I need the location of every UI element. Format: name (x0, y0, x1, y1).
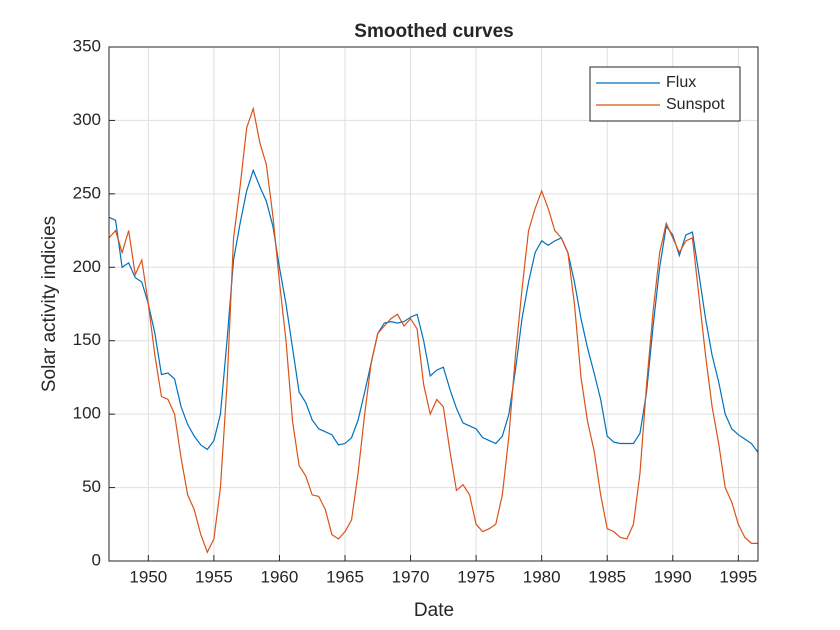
legend-label: Flux (666, 74, 696, 91)
y-tick-label: 150 (73, 330, 101, 349)
x-tick-label: 1985 (588, 567, 626, 586)
y-tick-label: 0 (92, 550, 101, 569)
plot-border (108, 46, 759, 562)
legend: Flux Sunspot (589, 66, 741, 122)
y-tick-label: 350 (73, 36, 101, 55)
legend-box (589, 66, 741, 122)
x-tick-label: 1990 (654, 567, 692, 586)
x-tick-label: 1995 (719, 567, 757, 586)
legend-label: Sunspot (666, 96, 725, 113)
x-tick-label: 1970 (392, 567, 430, 586)
x-axis-label: Date (414, 600, 454, 621)
y-tick-label: 250 (73, 183, 101, 202)
x-tick-label: 1960 (261, 567, 299, 586)
chart-title: Smoothed curves (354, 21, 513, 42)
y-tick-label: 200 (73, 257, 101, 276)
line (108, 168, 759, 453)
x-tick-label: 1980 (523, 567, 561, 586)
line (108, 106, 758, 554)
x-tick-label: 1975 (457, 567, 495, 586)
x-tick-label: 1950 (129, 567, 167, 586)
plot-area (109, 47, 758, 561)
x-tick-label: 1965 (326, 567, 364, 586)
y-tick-label: 50 (82, 477, 101, 496)
y-tick-label: 100 (73, 404, 101, 423)
y-axis-label: Solar activity indicies (39, 216, 60, 392)
y-tick-label: 300 (73, 110, 101, 129)
x-tick-label: 1955 (195, 567, 233, 586)
